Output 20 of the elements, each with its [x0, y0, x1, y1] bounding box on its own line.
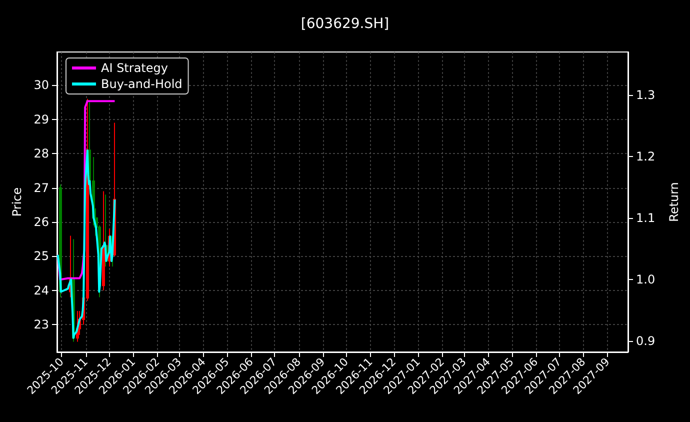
- y2-tick-label: 0.9: [636, 334, 656, 348]
- y-tick-label: 23: [34, 318, 49, 332]
- legend-label: Buy-and-Hold: [101, 77, 182, 91]
- line-series: [56, 149, 116, 339]
- chart-title: [603629.SH]: [300, 16, 390, 32]
- y-tick-label: 25: [34, 249, 49, 264]
- y-tick-label: 27: [34, 180, 49, 195]
- y2-tick-label: 1.3: [636, 88, 656, 102]
- y-tick-label: 26: [34, 215, 49, 230]
- y2-tick-label: 1.1: [636, 210, 656, 225]
- candlestick: [102, 190, 105, 291]
- y-tick-label: 28: [34, 146, 49, 161]
- y-tick-label: 24: [34, 283, 49, 298]
- y-tick-label: 29: [34, 112, 49, 126]
- y2-tick-label: 1.2: [636, 150, 656, 164]
- legend-label: AI Strategy: [101, 61, 168, 75]
- y-axis-title: Price: [10, 187, 24, 217]
- y-tick-label: 30: [34, 78, 49, 92]
- y2-axis-title: Return: [667, 182, 681, 222]
- y2-tick-label: 1.0: [636, 272, 656, 286]
